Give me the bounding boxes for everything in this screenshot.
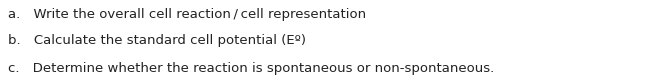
Text: b. Calculate the standard cell potential (Eº): b. Calculate the standard cell potential…: [8, 34, 306, 47]
Text: a. Write the overall cell reaction / cell representation: a. Write the overall cell reaction / cel…: [8, 8, 366, 21]
Text: c. Determine whether the reaction is spontaneous or non-spontaneous.: c. Determine whether the reaction is spo…: [8, 62, 494, 75]
